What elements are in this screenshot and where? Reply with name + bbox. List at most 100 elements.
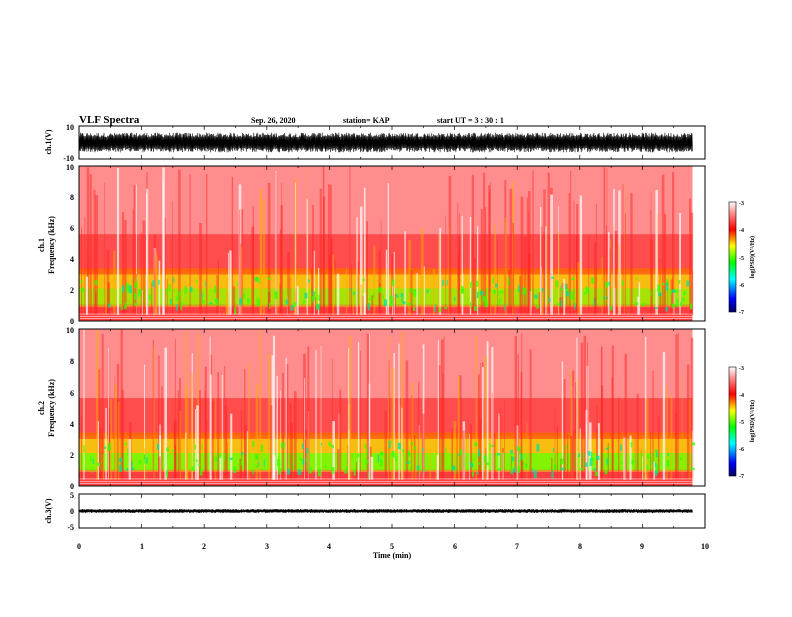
- emission-speckle: [134, 282, 138, 288]
- emission-speckle: [280, 442, 284, 449]
- emission-strip: [448, 175, 452, 315]
- emission-strip: [570, 171, 572, 315]
- emission-speckle: [512, 467, 516, 473]
- emission-strip: [471, 174, 475, 315]
- emission-strip: [436, 455, 439, 480]
- ch1-ytick-top: 10: [66, 123, 74, 132]
- emission-strip: [568, 193, 570, 315]
- emission-strip: [489, 292, 492, 315]
- emission-strip: [526, 197, 529, 315]
- emission-strip: [210, 374, 212, 480]
- emission-strip: [280, 390, 281, 480]
- emission-speckle: [511, 471, 513, 475]
- emission-strip: [217, 259, 219, 315]
- emission-speckle: [560, 285, 562, 291]
- emission-speckle: [678, 280, 681, 285]
- ch1-spectrogram-bands: [79, 166, 693, 321]
- emission-strip: [85, 276, 89, 315]
- emission-strip: [692, 430, 694, 480]
- emission-strip: [260, 195, 262, 315]
- emission-strip: [629, 435, 632, 480]
- emission-strip: [611, 377, 614, 480]
- emission-strip: [529, 349, 532, 480]
- emission-strip: [461, 216, 463, 315]
- emission-strip: [232, 286, 236, 315]
- emission-strip: [624, 213, 626, 315]
- emission-strip: [173, 418, 175, 480]
- emission-speckle: [397, 442, 401, 450]
- emission-speckle: [654, 470, 658, 476]
- emission-strip: [385, 249, 388, 315]
- emission-speckle: [408, 450, 411, 457]
- emission-strip: [369, 446, 372, 480]
- emission-strip: [442, 373, 444, 480]
- emission-speckle: [396, 294, 399, 298]
- emission-speckle: [312, 291, 315, 296]
- emission-strip: [93, 189, 96, 315]
- emission-speckle: [224, 453, 226, 461]
- emission-speckle: [366, 448, 368, 455]
- emission-strip: [521, 460, 524, 480]
- emission-speckle: [665, 306, 668, 312]
- emission-strip: [457, 254, 460, 315]
- emission-strip: [473, 258, 476, 315]
- emission-speckle: [391, 279, 395, 286]
- emission-strip: [378, 250, 381, 315]
- emission-strip: [239, 459, 242, 480]
- emission-speckle: [620, 444, 622, 452]
- emission-strip: [438, 233, 440, 315]
- emission-speckle: [657, 284, 661, 292]
- ch1-spec-ytick-4: 4: [70, 255, 74, 264]
- emission-speckle: [655, 449, 658, 458]
- emission-speckle: [83, 445, 85, 453]
- emission-strip: [152, 339, 154, 480]
- ch1-cbar-tick-m6: -6: [739, 283, 744, 289]
- emission-strip: [418, 381, 420, 480]
- emission-strip: [393, 353, 395, 480]
- emission-speckle: [498, 298, 501, 306]
- emission-speckle: [491, 444, 494, 447]
- emission-strip: [411, 382, 414, 480]
- emission-strip: [438, 365, 441, 480]
- emission-strip: [164, 347, 167, 480]
- ch1-spectrogram-panel: 0 2 4 6 8 10 ch.1 Frequency (kHz) -3 -4 …: [37, 163, 756, 326]
- emission-speckle: [299, 458, 303, 461]
- emission-strip: [692, 270, 693, 315]
- emission-strip: [349, 335, 352, 480]
- emission-speckle: [691, 467, 695, 470]
- emission-strip: [121, 389, 124, 480]
- emission-strip: [679, 289, 681, 315]
- emission-speckle: [402, 301, 406, 305]
- emission-strip: [287, 251, 290, 315]
- ch1-cbar-tick-m7: -7: [739, 310, 744, 316]
- emission-strip: [469, 217, 472, 315]
- emission-strip: [675, 414, 677, 480]
- emission-strip: [484, 356, 487, 480]
- emission-strip: [251, 226, 255, 315]
- emission-speckle: [591, 457, 594, 462]
- emission-strip: [451, 428, 454, 480]
- emission-strip: [517, 354, 519, 480]
- emission-strip: [196, 405, 199, 480]
- emission-speckle: [148, 295, 152, 300]
- emission-speckle: [255, 454, 259, 459]
- emission-strip: [690, 212, 694, 315]
- emission-speckle: [234, 306, 237, 315]
- emission-speckle: [410, 442, 414, 446]
- emission-strip: [133, 185, 136, 315]
- emission-strip: [110, 399, 112, 480]
- emission-strip: [490, 182, 491, 315]
- emission-strip: [579, 428, 582, 480]
- emission-strip: [491, 347, 494, 480]
- emission-strip: [153, 234, 156, 315]
- emission-speckle: [320, 443, 322, 446]
- emission-speckle: [460, 449, 463, 455]
- emission-speckle: [124, 303, 127, 310]
- emission-strip: [547, 172, 550, 315]
- emission-strip: [661, 174, 665, 315]
- emission-speckle: [138, 459, 142, 465]
- emission-strip: [566, 434, 569, 480]
- emission-speckle: [357, 453, 360, 458]
- emission-strip: [404, 230, 406, 315]
- emission-speckle: [560, 299, 563, 308]
